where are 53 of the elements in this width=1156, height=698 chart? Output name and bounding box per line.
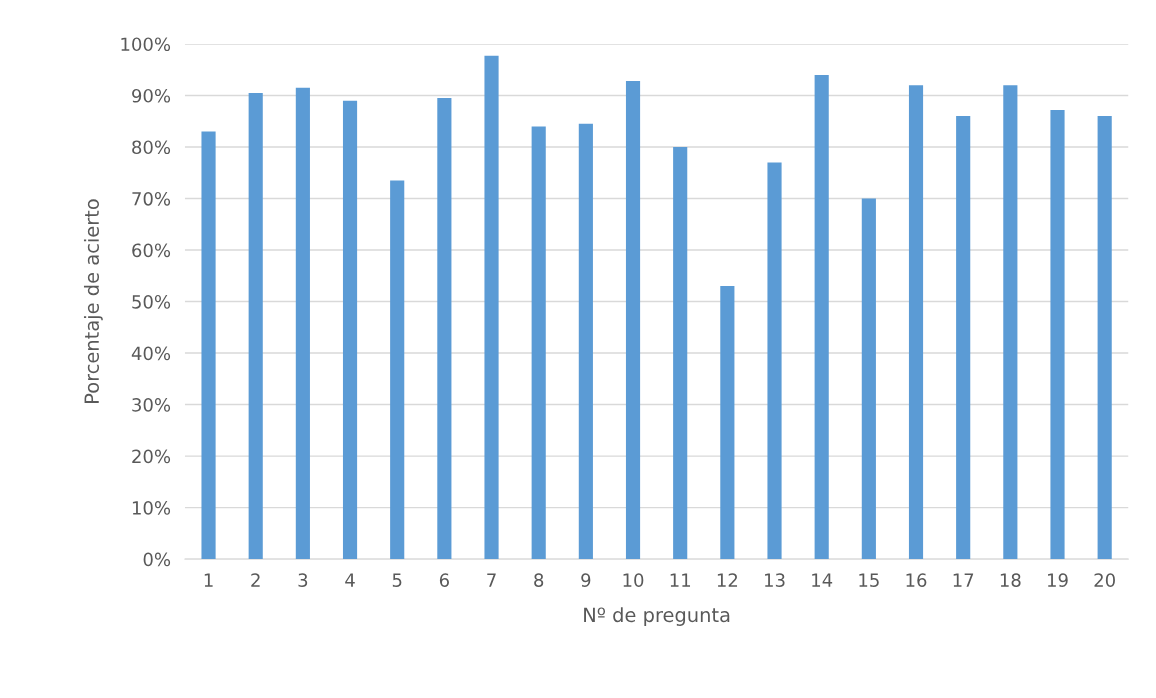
bar <box>1003 85 1018 560</box>
x-tick-label: 4 <box>345 573 355 587</box>
y-axis-title: Porcentaje de acierto <box>83 199 103 403</box>
x-tick-label: 2 <box>251 573 260 587</box>
y-tick-label: 70% <box>132 191 171 206</box>
y-tick-label: 10% <box>132 501 171 515</box>
bar <box>437 98 452 560</box>
bar <box>956 116 971 560</box>
x-tick-label: 3 <box>298 573 308 587</box>
x-tick-label: 1 <box>204 573 213 587</box>
bar <box>484 55 499 560</box>
x-tick-label: 14 <box>812 573 833 587</box>
x-tick-label: 5 <box>392 573 402 587</box>
bar <box>908 85 924 560</box>
bar <box>390 180 405 560</box>
bar <box>201 131 216 560</box>
bar <box>531 126 546 560</box>
y-tick-label: 0% <box>143 552 171 567</box>
y-tick-label: 50% <box>132 295 171 309</box>
x-tick-label: 19 <box>1048 573 1068 587</box>
x-tick-label: 17 <box>953 573 974 587</box>
bar <box>1097 116 1112 560</box>
y-tick-label: 40% <box>131 346 171 361</box>
x-tick-label: 16 <box>906 573 927 587</box>
y-tick-label: 60% <box>132 243 171 258</box>
bar <box>720 286 735 560</box>
bar <box>295 87 310 560</box>
x-tick-label: 13 <box>765 573 785 587</box>
bar <box>625 81 641 560</box>
bar <box>1050 109 1065 560</box>
bar <box>342 100 358 560</box>
x-tick-label: 12 <box>717 573 738 587</box>
bar <box>861 198 876 560</box>
x-tick-label: 10 <box>623 573 644 587</box>
bar <box>814 74 829 560</box>
x-tick-label: 11 <box>670 573 691 587</box>
bar <box>248 92 263 560</box>
x-tick-label: 9 <box>581 573 591 587</box>
bar <box>673 147 688 560</box>
bar <box>767 162 782 560</box>
bar <box>578 123 593 560</box>
x-tick-label: 15 <box>859 573 879 587</box>
y-tick-label: 30% <box>132 398 171 412</box>
y-tick-label: 90% <box>132 88 171 103</box>
x-tick-label: 8 <box>534 573 544 587</box>
x-tick-label: 6 <box>439 573 449 587</box>
x-axis-title: Nº de pregunta <box>584 607 730 626</box>
x-tick-label: 20 <box>1094 573 1115 587</box>
y-tick-label: 80% <box>132 140 171 155</box>
x-tick-label: 7 <box>487 573 496 587</box>
y-tick-label: 20% <box>132 449 171 464</box>
x-tick-label: 18 <box>1000 573 1021 587</box>
y-tick-label: 100% <box>121 37 171 52</box>
